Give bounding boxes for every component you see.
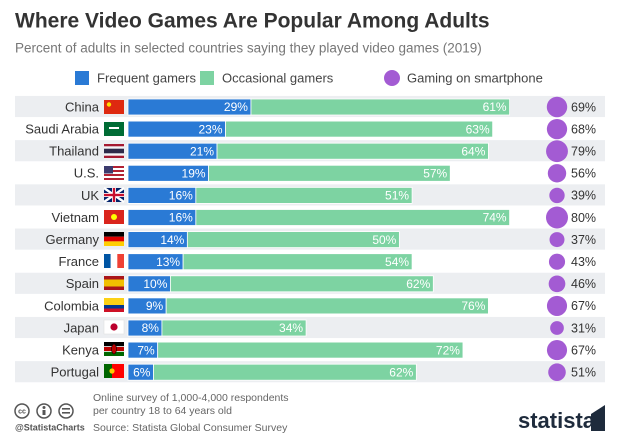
smartphone-bubble (548, 253, 566, 270)
bar-segment (169, 275, 434, 293)
license-icons: cc (14, 403, 74, 419)
smartphone-bubble (545, 206, 569, 229)
category-label: Spain (66, 276, 99, 291)
bar-segment (216, 142, 489, 160)
category-label: U.S. (74, 166, 99, 181)
data-label: 67% (571, 343, 596, 357)
data-label: 8% (142, 321, 160, 335)
chart-title: Where Video Games Are Popular Among Adul… (15, 10, 490, 33)
category-label: France (59, 254, 99, 269)
data-label: 54% (385, 255, 409, 269)
smartphone-bubble (549, 232, 565, 248)
legend-label: Frequent gamers (97, 70, 196, 85)
category-label: Germany (46, 232, 100, 247)
smartphone-bubble (546, 140, 568, 163)
svg-text:cc: cc (18, 408, 26, 415)
data-label: 68% (571, 122, 596, 136)
data-label: 67% (571, 299, 596, 313)
smartphone-bubble (550, 321, 564, 335)
data-label: 57% (423, 166, 447, 180)
data-label: 19% (182, 166, 206, 180)
handle: @StatistaCharts (15, 422, 85, 432)
category-label: Thailand (49, 144, 99, 159)
category-label: China (65, 99, 100, 114)
legend-swatch (200, 71, 214, 85)
smartphone-bubble (548, 275, 566, 293)
category-label: Japan (64, 320, 99, 335)
data-label: 51% (385, 189, 409, 203)
data-label: 29% (224, 100, 248, 114)
smartphone-bubble (549, 187, 565, 204)
data-label: 72% (436, 343, 460, 357)
legend-swatch (75, 71, 89, 85)
bar-segment (157, 341, 464, 359)
data-label: 69% (571, 100, 596, 114)
brand-mark (591, 405, 605, 431)
data-label: 50% (372, 233, 396, 247)
data-label: 79% (571, 144, 596, 158)
smartphone-bubble (546, 340, 568, 361)
data-label: 46% (571, 277, 596, 291)
data-label: 61% (483, 100, 507, 114)
bar-segment (165, 297, 489, 315)
legend-label: Occasional gamers (222, 70, 334, 85)
bar-segment (186, 231, 400, 249)
data-label: 62% (389, 365, 413, 379)
category-label: UK (81, 188, 99, 203)
bar-segment (182, 253, 413, 271)
note-line: per country 18 to 64 years old (93, 405, 232, 417)
data-label: 51% (571, 365, 596, 379)
bar-segment (208, 164, 451, 182)
data-label: 37% (571, 233, 596, 247)
smartphone-bubble (547, 164, 567, 183)
data-label: 34% (279, 321, 303, 335)
bar-segment (195, 209, 511, 226)
data-label: 10% (143, 277, 167, 291)
data-label: 39% (571, 189, 596, 203)
smartphone-bubble (546, 96, 568, 118)
bar-segment (250, 98, 511, 116)
note-line: Online survey of 1,000-4,000 respondents (93, 392, 289, 404)
flags (103, 100, 125, 378)
data-label: 31% (571, 321, 596, 335)
data-label: 23% (198, 122, 222, 136)
bar-segment (225, 120, 494, 138)
data-label: 14% (160, 233, 184, 247)
data-label: 80% (571, 211, 596, 225)
data-label: 62% (406, 277, 430, 291)
bar-segment (195, 186, 413, 204)
smartphone-bubble (548, 363, 566, 381)
data-label: 63% (466, 122, 490, 136)
row-stripe (15, 316, 605, 339)
category-label: Kenya (62, 343, 100, 358)
data-label: 16% (169, 211, 193, 225)
legend-label: Gaming on smartphone (407, 70, 543, 85)
data-label: 6% (133, 365, 151, 379)
category-label: Saudi Arabia (25, 122, 99, 137)
data-label: 16% (169, 189, 193, 203)
brand-logo: statista (518, 408, 596, 433)
data-label: 74% (483, 211, 507, 225)
data-label: 56% (571, 167, 596, 181)
bar-segment (161, 319, 307, 337)
chart-subtitle: Percent of adults in selected countries … (15, 41, 482, 56)
data-label: 9% (146, 299, 164, 313)
data-label: 76% (461, 299, 485, 313)
data-label: 64% (461, 144, 485, 158)
source: Source: Statista Global Consumer Survey (93, 422, 288, 434)
category-label: Portugal (51, 365, 100, 380)
data-label: 21% (190, 144, 214, 158)
smartphone-bubble (546, 118, 568, 140)
bar-segment (153, 363, 417, 381)
data-label: 43% (571, 255, 596, 269)
legend-swatch (384, 70, 400, 86)
smartphone-bubble (546, 295, 568, 316)
category-label: Colombia (44, 298, 100, 313)
category-label: Vietnam (52, 210, 99, 225)
data-label: 13% (156, 255, 180, 269)
data-label: 7% (137, 343, 155, 357)
